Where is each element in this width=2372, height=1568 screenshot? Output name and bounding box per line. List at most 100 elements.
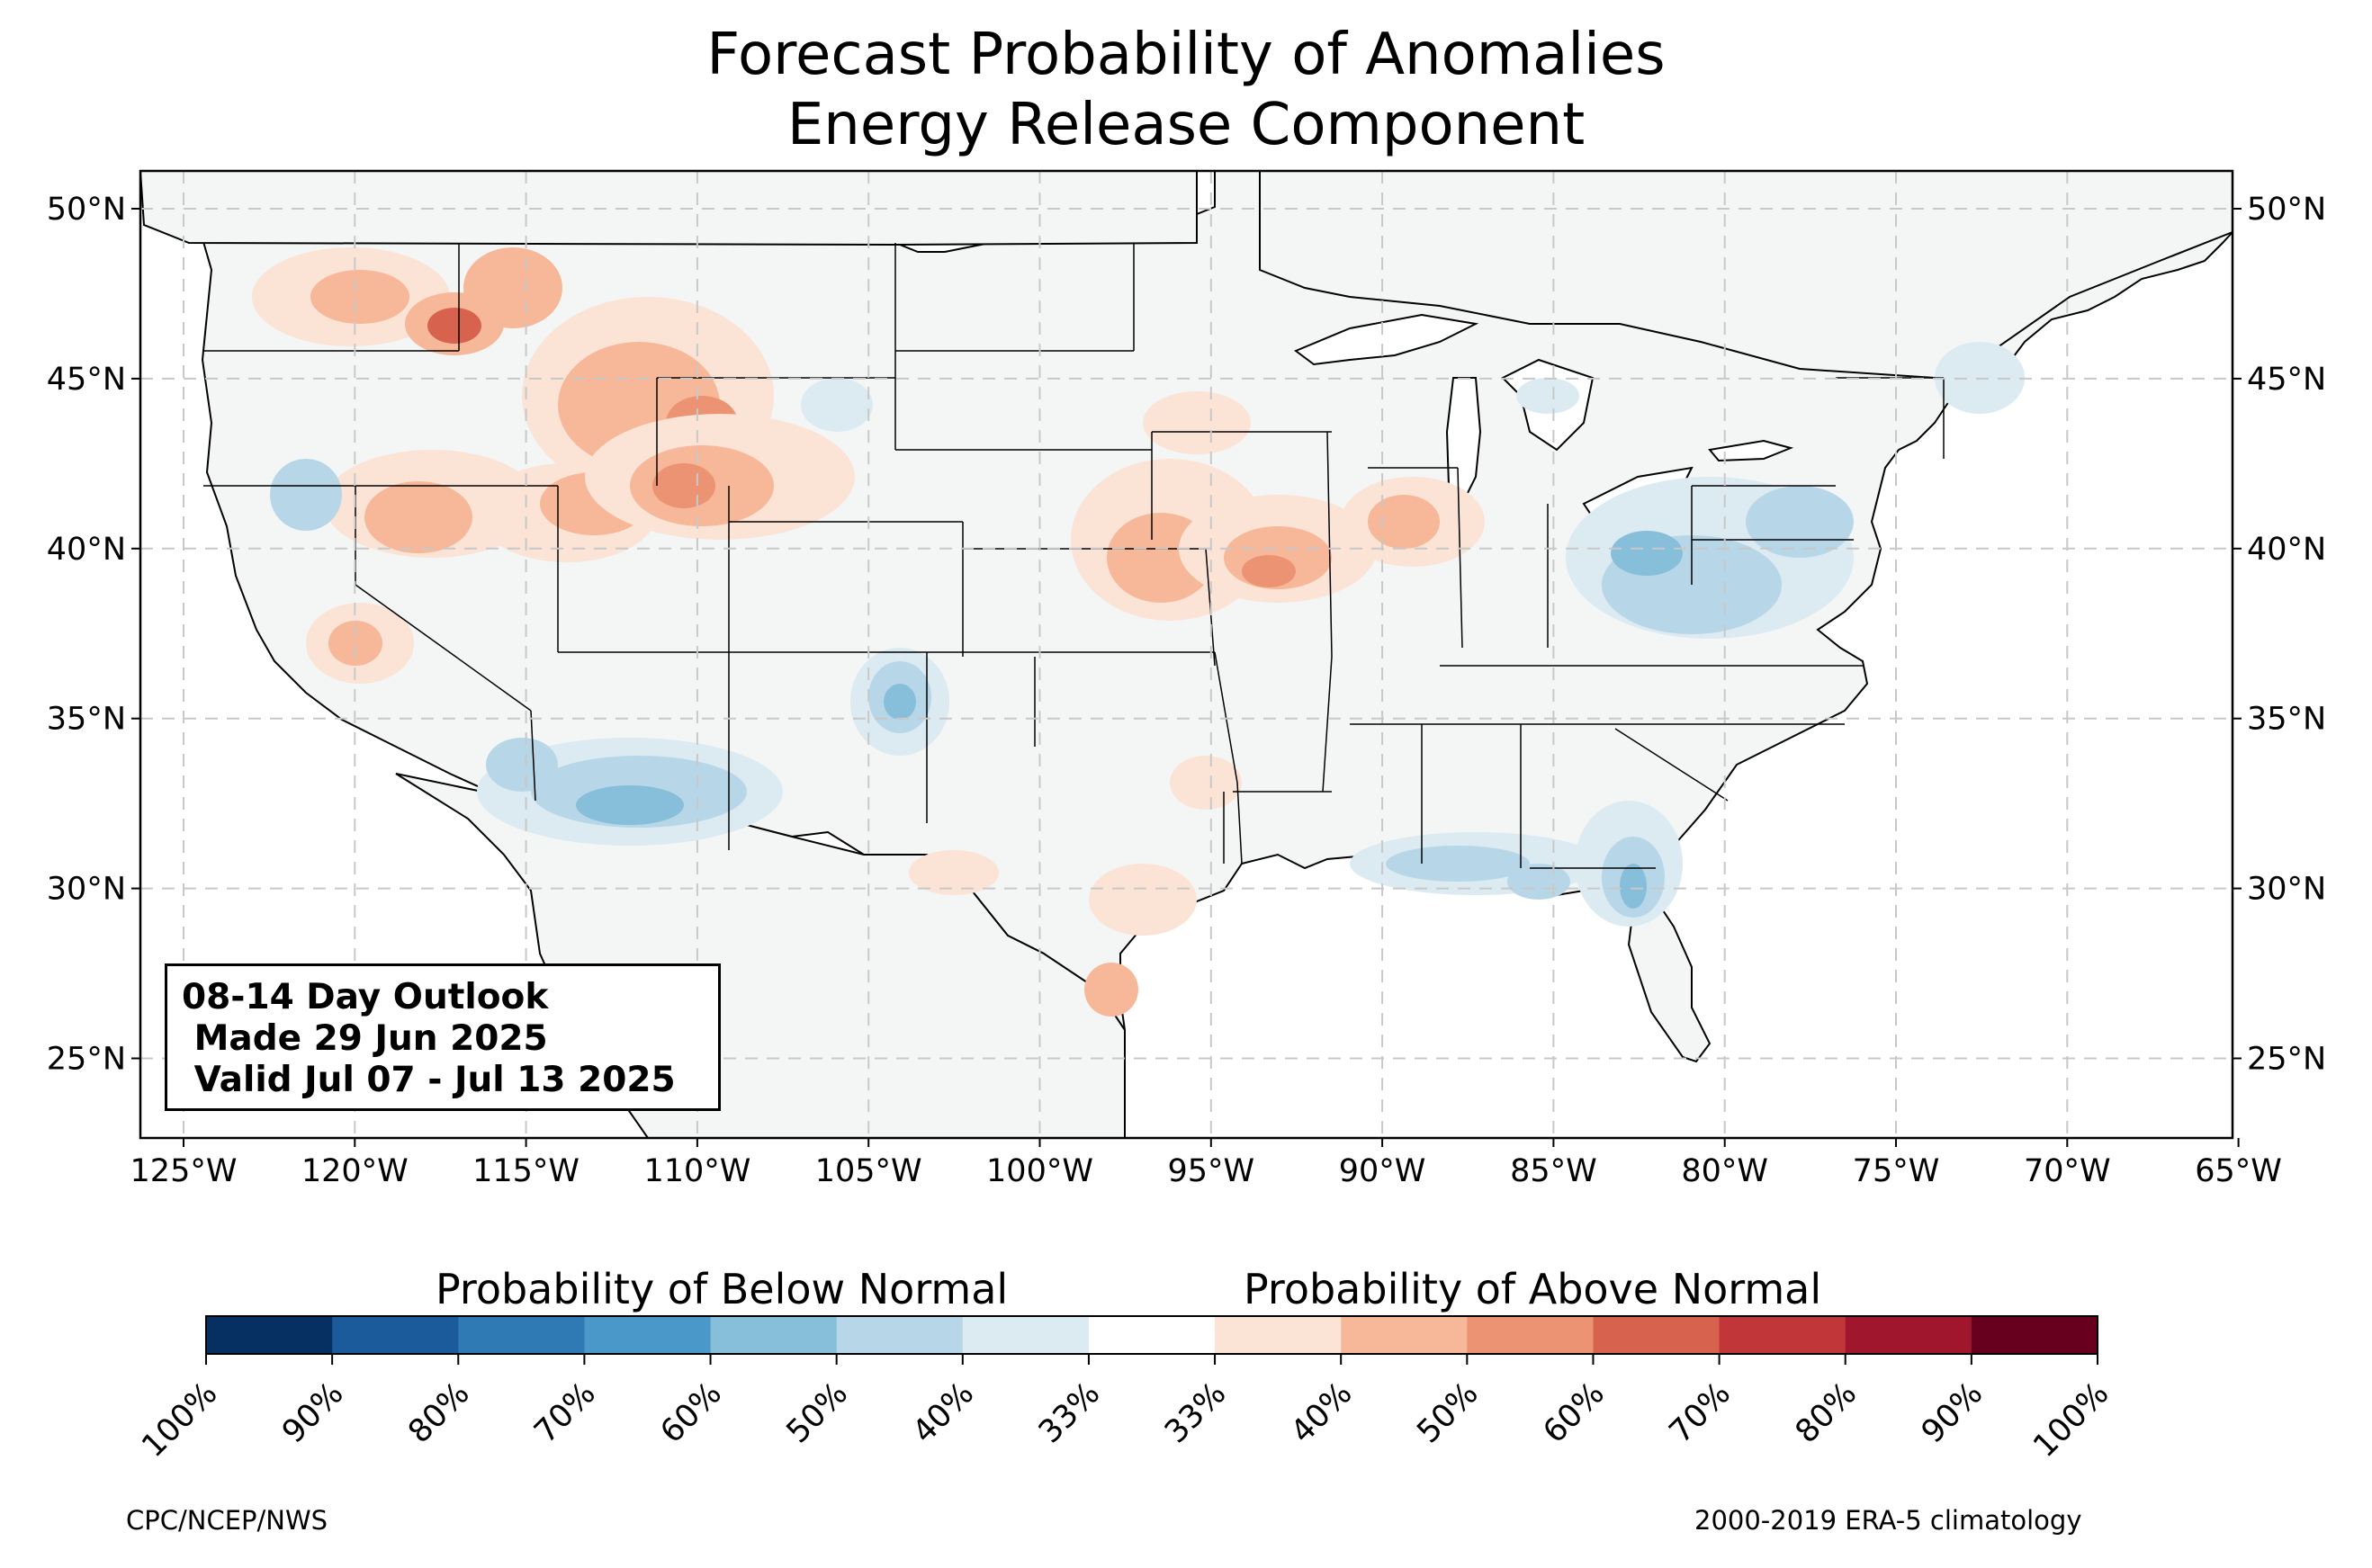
lon-tick-label: 105°W <box>815 1153 922 1189</box>
lon-tick-label: 95°W <box>1167 1153 1254 1189</box>
colorbar-swatch <box>206 1316 333 1354</box>
anomaly-patch <box>884 684 916 720</box>
lon-tick-label: 115°W <box>472 1153 580 1189</box>
lat-tick-label: 45°N <box>2247 362 2326 398</box>
lon-tick-label: 125°W <box>130 1153 238 1189</box>
colorbar-swatch <box>1593 1316 1721 1354</box>
lon-tick-label: 80°W <box>1681 1153 1768 1189</box>
lake-superior <box>1294 313 1479 366</box>
colorbar-tick-label: 60% <box>1537 1375 1612 1450</box>
lat-tick-label: 25°N <box>2247 1042 2326 1078</box>
colorbar-tick-label: 100% <box>135 1375 224 1465</box>
credit-climatology: 2000-2019 ERA-5 climatology <box>1694 1505 2082 1536</box>
lat-tick-label: 30°N <box>47 872 126 908</box>
colorbar-swatch <box>1467 1316 1594 1354</box>
colorbar-swatch <box>584 1316 712 1354</box>
below-normal-areas <box>270 342 2025 927</box>
colorbar-tick-label: 90% <box>275 1375 350 1450</box>
colorbar-above-label: Probability of Above Normal <box>1244 1265 1822 1313</box>
lon-tick-label: 120°W <box>301 1153 409 1189</box>
anomaly-patch <box>1143 391 1251 454</box>
anomaly-patch <box>328 621 382 666</box>
map-content <box>139 170 2233 1139</box>
longitude-labels: 125°W 120°W 115°W 110°W 105°W 100°W 95°W 90°W 85… <box>130 1138 2282 1189</box>
lon-tick-label: 75°W <box>1853 1153 1940 1189</box>
lon-tick-label: 100°W <box>986 1153 1093 1189</box>
lon-tick-label: 110°W <box>643 1153 750 1189</box>
colorbar-tick-labels: 100% 90% 80% 70% 60% 50% 40% 33% 33% 40% 50% 60% 70%… <box>135 1354 2116 1465</box>
map-frame <box>139 169 2234 1140</box>
colorbar-tick-label: 40% <box>906 1375 981 1450</box>
colorbar-tick-label: 80% <box>1789 1375 1864 1450</box>
colorbar-tick-label: 60% <box>654 1375 729 1450</box>
colorbar-tick-label: 70% <box>1663 1375 1738 1450</box>
anomaly-patch <box>909 850 999 895</box>
colorbar-tick-label: 40% <box>1284 1375 1359 1450</box>
anomaly-patch <box>1170 756 1242 810</box>
anomaly-patch <box>1386 846 1530 882</box>
anomaly-patch <box>576 785 684 825</box>
lat-tick-label: 40°N <box>2247 532 2326 568</box>
colorbar-swatch <box>332 1316 459 1354</box>
colorbar <box>205 1315 2098 1355</box>
lat-tick-label: 45°N <box>47 362 126 398</box>
colorbar-tick-label: 100% <box>2026 1375 2116 1465</box>
colorbar-swatch <box>962 1316 1090 1354</box>
outlook-valid-range: Valid Jul 07 - Jul 13 2025 <box>182 1060 676 1100</box>
lat-tick-label: 50°N <box>2247 192 2326 228</box>
anomaly-patch <box>364 481 472 553</box>
latitude-labels-left: 50°N 45°N 40°N 35°N 30°N 25°N <box>47 192 140 1078</box>
colorbar-swatch <box>1719 1316 1846 1354</box>
lat-tick-label: 25°N <box>47 1042 126 1078</box>
colorbar-tick-label: 33% <box>1032 1375 1107 1450</box>
anomaly-patch <box>427 308 481 344</box>
colorbar-below-label: Probability of Below Normal <box>436 1265 1009 1313</box>
credit-agency: CPC/NCEP/NWS <box>126 1505 328 1536</box>
anomaly-patch <box>270 459 342 531</box>
colorbar-frame <box>205 1315 2098 1355</box>
lat-tick-label: 40°N <box>47 532 126 568</box>
lat-tick-label: 35°N <box>47 702 126 738</box>
colorbar-swatch <box>1088 1316 1216 1354</box>
outlook-info-box: 08-14 Day Outlook Made 29 Jun 2025 Valid… <box>165 963 721 1111</box>
anomaly-patch <box>1611 531 1683 576</box>
anomaly-patch <box>1516 378 1579 414</box>
chart-title-line1: Forecast Probability of Anomalies <box>706 22 1666 88</box>
anomaly-patch <box>801 378 873 432</box>
outlook-made-date: Made 29 Jun 2025 <box>182 1018 548 1059</box>
latitude-labels-right: 50°N 45°N 40°N 35°N 30°N 25°N <box>2233 192 2326 1078</box>
colorbar-tick-label: 80% <box>401 1375 476 1450</box>
lat-tick-label: 30°N <box>2247 872 2326 908</box>
anomaly-patch <box>463 247 562 328</box>
lake-ontario <box>1708 439 1794 462</box>
colorbar-swatch <box>458 1316 585 1354</box>
colorbar-swatch <box>1971 1316 2098 1354</box>
colorbar-swatch <box>1215 1316 1342 1354</box>
anomaly-patch <box>1368 495 1440 549</box>
anomaly-patch <box>1507 864 1570 900</box>
lon-tick-label: 90°W <box>1339 1153 1426 1189</box>
land-canada-east <box>1259 170 2233 380</box>
above-normal-areas <box>252 247 1485 1017</box>
outlook-period: 08-14 Day Outlook <box>182 977 549 1017</box>
colorbar-swatch <box>710 1316 838 1354</box>
anomaly-patch <box>1620 864 1647 909</box>
anomaly-patch <box>652 463 715 508</box>
anomaly-patch <box>1242 555 1296 587</box>
anomaly-patch <box>1746 486 1854 558</box>
lat-tick-label: 50°N <box>47 192 126 228</box>
colorbar-tick-label: 70% <box>527 1375 602 1450</box>
colorbar-swatch <box>1845 1316 1972 1354</box>
lat-tick-label: 35°N <box>2247 702 2326 738</box>
colorbar-swatch <box>836 1316 964 1354</box>
anomaly-patch <box>310 270 409 324</box>
lon-tick-label: 85°W <box>1510 1153 1597 1189</box>
colorbar-tick-label: 33% <box>1158 1375 1233 1450</box>
anomaly-patch <box>486 738 558 792</box>
lon-tick-label: 65°W <box>2195 1153 2282 1189</box>
anomaly-patch <box>1084 963 1138 1017</box>
colorbar-tick-label: 50% <box>1410 1375 1485 1450</box>
chart-title-line2: Energy Release Component <box>786 92 1586 158</box>
colorbar-tick-label: 50% <box>780 1375 855 1450</box>
